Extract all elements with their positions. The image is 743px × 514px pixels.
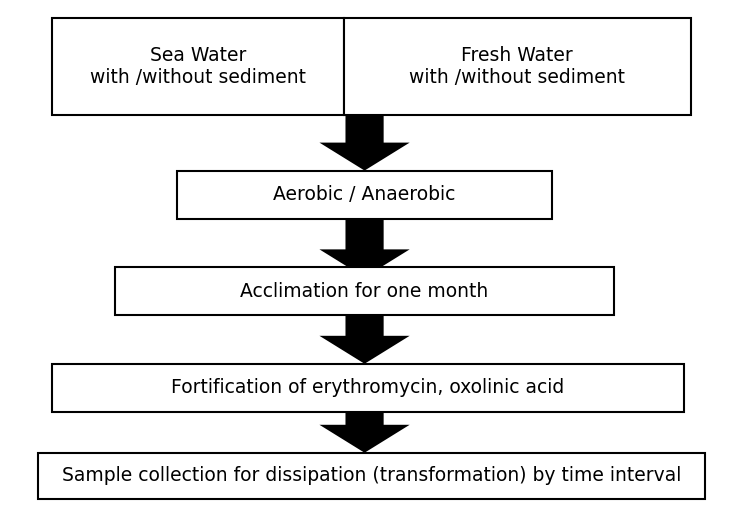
Polygon shape bbox=[319, 115, 409, 171]
Text: Acclimation for one month: Acclimation for one month bbox=[241, 282, 489, 301]
FancyBboxPatch shape bbox=[52, 18, 344, 115]
Polygon shape bbox=[319, 219, 409, 278]
FancyBboxPatch shape bbox=[344, 18, 691, 115]
FancyBboxPatch shape bbox=[52, 364, 684, 412]
Text: Fresh Water
with /without sediment: Fresh Water with /without sediment bbox=[409, 46, 625, 87]
Text: Aerobic / Anaerobic: Aerobic / Anaerobic bbox=[273, 185, 455, 204]
Text: Sea Water
with /without sediment: Sea Water with /without sediment bbox=[90, 46, 306, 87]
FancyBboxPatch shape bbox=[114, 267, 614, 316]
Text: Fortification of erythromycin, oxolinic acid: Fortification of erythromycin, oxolinic … bbox=[172, 378, 565, 397]
Text: Sample collection for dissipation (transformation) by time interval: Sample collection for dissipation (trans… bbox=[62, 466, 681, 485]
FancyBboxPatch shape bbox=[178, 171, 552, 219]
Polygon shape bbox=[319, 316, 409, 364]
Polygon shape bbox=[319, 412, 409, 453]
FancyBboxPatch shape bbox=[39, 453, 704, 499]
